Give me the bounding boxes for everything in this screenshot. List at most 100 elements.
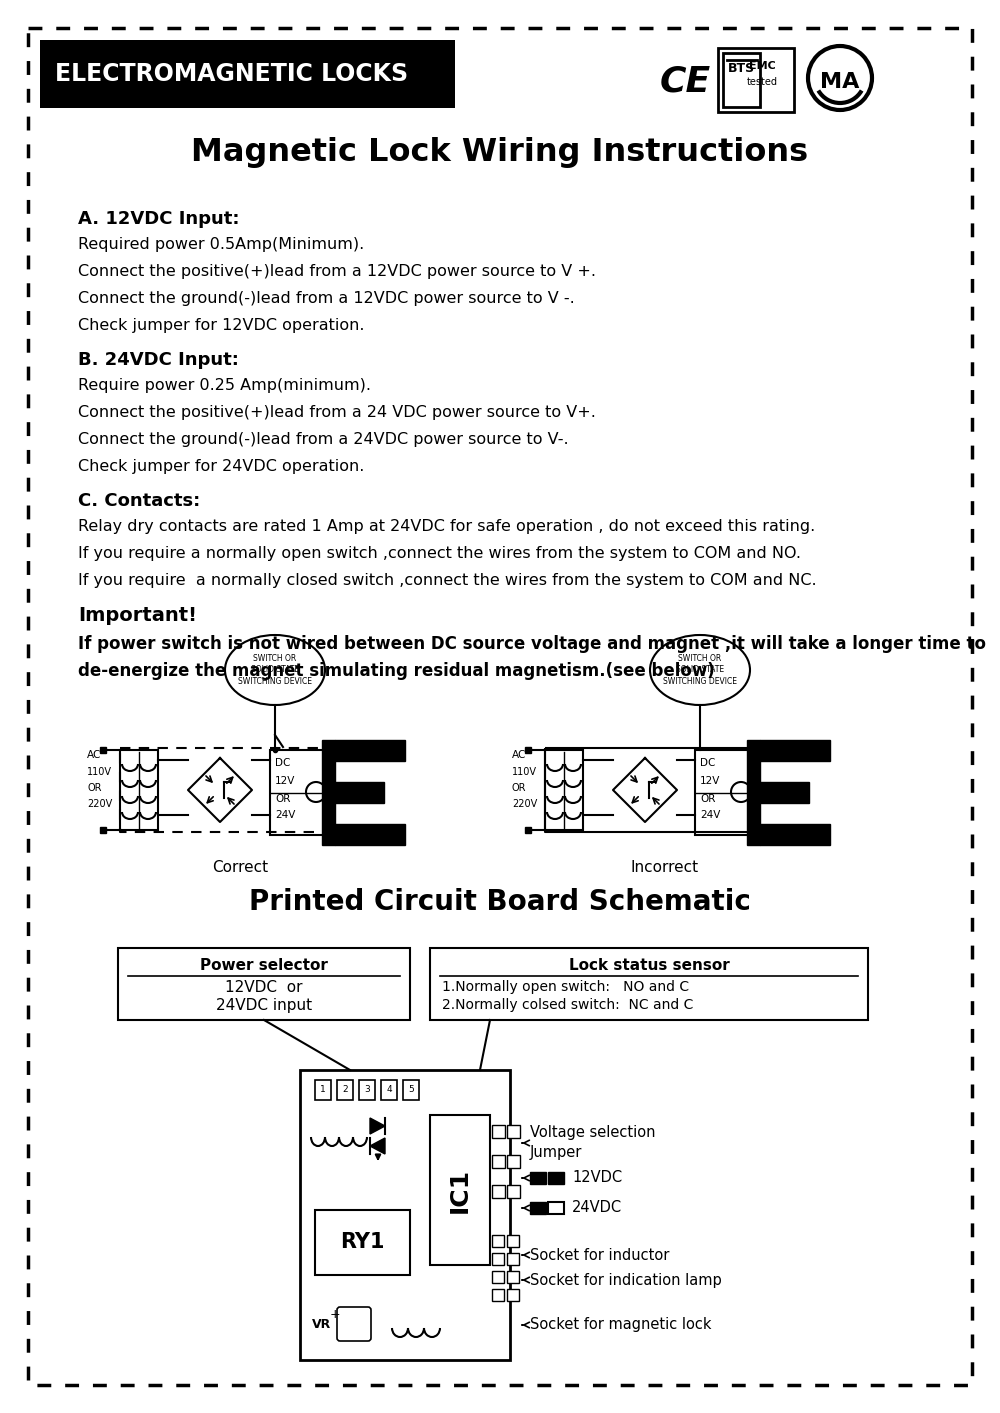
- Polygon shape: [322, 740, 335, 845]
- Text: SWITCH OR
SOLID STATE
SWITCHING DEVICE: SWITCH OR SOLID STATE SWITCHING DEVICE: [663, 654, 737, 687]
- Text: CE: CE: [660, 65, 711, 99]
- Polygon shape: [760, 781, 809, 803]
- FancyBboxPatch shape: [695, 750, 755, 835]
- Text: Printed Circuit Board Schematic: Printed Circuit Board Schematic: [249, 887, 751, 916]
- Text: Required power 0.5Amp(Minimum).: Required power 0.5Amp(Minimum).: [78, 237, 364, 252]
- Polygon shape: [335, 824, 405, 845]
- Text: 12V: 12V: [275, 776, 295, 786]
- Text: Lock status sensor: Lock status sensor: [569, 958, 729, 974]
- FancyBboxPatch shape: [300, 1070, 510, 1359]
- FancyBboxPatch shape: [359, 1080, 375, 1099]
- Text: SWITCH OR
SOLID STATE
SWITCHING DEVICE: SWITCH OR SOLID STATE SWITCHING DEVICE: [238, 654, 312, 687]
- Text: B. 24VDC Input:: B. 24VDC Input:: [78, 350, 239, 369]
- Text: 5: 5: [408, 1085, 414, 1095]
- Text: OR: OR: [512, 783, 526, 793]
- FancyBboxPatch shape: [337, 1080, 353, 1099]
- FancyBboxPatch shape: [507, 1154, 520, 1169]
- FancyBboxPatch shape: [530, 1171, 546, 1184]
- Text: 220V: 220V: [512, 798, 537, 810]
- FancyBboxPatch shape: [118, 948, 410, 1020]
- FancyBboxPatch shape: [492, 1154, 505, 1169]
- Text: DC: DC: [700, 757, 715, 769]
- Text: 220V: 220V: [87, 798, 112, 810]
- Text: tested: tested: [746, 76, 778, 88]
- FancyBboxPatch shape: [718, 48, 794, 112]
- FancyBboxPatch shape: [507, 1272, 519, 1283]
- Text: 4: 4: [386, 1085, 392, 1095]
- Text: Correct: Correct: [212, 861, 268, 875]
- FancyBboxPatch shape: [40, 40, 455, 107]
- Text: VR: VR: [312, 1318, 331, 1331]
- Text: ELECTROMAGNETIC LOCKS: ELECTROMAGNETIC LOCKS: [55, 62, 408, 86]
- Text: 24VDC input: 24VDC input: [216, 998, 312, 1013]
- Text: 24V: 24V: [275, 810, 295, 820]
- FancyBboxPatch shape: [507, 1289, 519, 1301]
- Text: 1.Normally open switch:   NO and C: 1.Normally open switch: NO and C: [442, 981, 689, 993]
- FancyBboxPatch shape: [548, 1171, 564, 1184]
- Text: OR: OR: [87, 783, 102, 793]
- Text: A. 12VDC Input:: A. 12VDC Input:: [78, 211, 240, 227]
- Polygon shape: [370, 1118, 385, 1135]
- Text: 12VDC  or: 12VDC or: [225, 981, 303, 995]
- Text: Socket for magnetic lock: Socket for magnetic lock: [530, 1317, 712, 1332]
- Text: 1: 1: [320, 1085, 326, 1095]
- FancyBboxPatch shape: [492, 1125, 505, 1137]
- Polygon shape: [335, 781, 384, 803]
- Text: DC: DC: [275, 757, 290, 769]
- Polygon shape: [747, 740, 760, 845]
- Text: AC: AC: [512, 750, 526, 760]
- Text: Voltage selection: Voltage selection: [530, 1126, 656, 1140]
- Text: 110V: 110V: [512, 767, 537, 777]
- Text: +: +: [330, 1308, 340, 1321]
- Text: EMC: EMC: [749, 61, 775, 71]
- Text: Incorrect: Incorrect: [631, 861, 699, 875]
- Text: RY1: RY1: [340, 1232, 384, 1252]
- FancyBboxPatch shape: [530, 1202, 546, 1214]
- FancyBboxPatch shape: [337, 1307, 371, 1341]
- Text: Require power 0.25 Amp(minimum).: Require power 0.25 Amp(minimum).: [78, 379, 371, 393]
- Text: Socket for indication lamp: Socket for indication lamp: [530, 1273, 722, 1287]
- FancyBboxPatch shape: [381, 1080, 397, 1099]
- Text: Connect the ground(-)lead from a 24VDC power source to V-.: Connect the ground(-)lead from a 24VDC p…: [78, 432, 569, 447]
- Text: Connect the positive(+)lead from a 12VDC power source to V +.: Connect the positive(+)lead from a 12VDC…: [78, 264, 596, 278]
- Text: de-energize the magnet simulating residual magnetism.(see below): de-energize the magnet simulating residu…: [78, 663, 715, 680]
- FancyBboxPatch shape: [430, 948, 868, 1020]
- FancyBboxPatch shape: [723, 54, 760, 107]
- Polygon shape: [335, 740, 405, 762]
- FancyBboxPatch shape: [507, 1125, 520, 1137]
- FancyBboxPatch shape: [430, 1115, 490, 1265]
- Text: 3: 3: [364, 1085, 370, 1095]
- FancyBboxPatch shape: [492, 1272, 504, 1283]
- Text: AC: AC: [87, 750, 101, 760]
- Text: 2: 2: [342, 1085, 348, 1095]
- Text: 12V: 12V: [700, 776, 720, 786]
- Text: 110V: 110V: [87, 767, 112, 777]
- Text: OR: OR: [700, 794, 715, 804]
- Text: Jumper: Jumper: [530, 1146, 582, 1160]
- Polygon shape: [760, 740, 830, 762]
- Text: If power switch is not wired between DC source voltage and magnet ,it will take : If power switch is not wired between DC …: [78, 634, 986, 653]
- FancyBboxPatch shape: [507, 1253, 519, 1265]
- Text: Relay dry contacts are rated 1 Amp at 24VDC for safe operation , do not exceed t: Relay dry contacts are rated 1 Amp at 24…: [78, 519, 815, 534]
- FancyBboxPatch shape: [507, 1186, 520, 1198]
- FancyBboxPatch shape: [492, 1235, 504, 1248]
- FancyBboxPatch shape: [492, 1186, 505, 1198]
- FancyBboxPatch shape: [492, 1253, 504, 1265]
- Text: 24VDC: 24VDC: [572, 1201, 622, 1215]
- Text: MA: MA: [820, 72, 860, 92]
- FancyBboxPatch shape: [120, 750, 158, 829]
- Polygon shape: [370, 1137, 385, 1154]
- Text: Connect the ground(-)lead from a 12VDC power source to V -.: Connect the ground(-)lead from a 12VDC p…: [78, 291, 575, 307]
- Text: Check jumper for 12VDC operation.: Check jumper for 12VDC operation.: [78, 318, 364, 333]
- Polygon shape: [760, 824, 830, 845]
- Text: 12VDC: 12VDC: [572, 1170, 622, 1186]
- FancyBboxPatch shape: [403, 1080, 419, 1099]
- Text: Check jumper for 24VDC operation.: Check jumper for 24VDC operation.: [78, 459, 364, 473]
- FancyBboxPatch shape: [315, 1080, 331, 1099]
- FancyBboxPatch shape: [315, 1210, 410, 1275]
- Text: IC1: IC1: [448, 1167, 472, 1212]
- Text: Magnetic Lock Wiring Instructions: Magnetic Lock Wiring Instructions: [191, 137, 809, 168]
- Text: 2.Normally colsed switch:  NC and C: 2.Normally colsed switch: NC and C: [442, 998, 693, 1012]
- FancyBboxPatch shape: [545, 750, 583, 829]
- Text: Connect the positive(+)lead from a 24 VDC power source to V+.: Connect the positive(+)lead from a 24 VD…: [78, 406, 596, 420]
